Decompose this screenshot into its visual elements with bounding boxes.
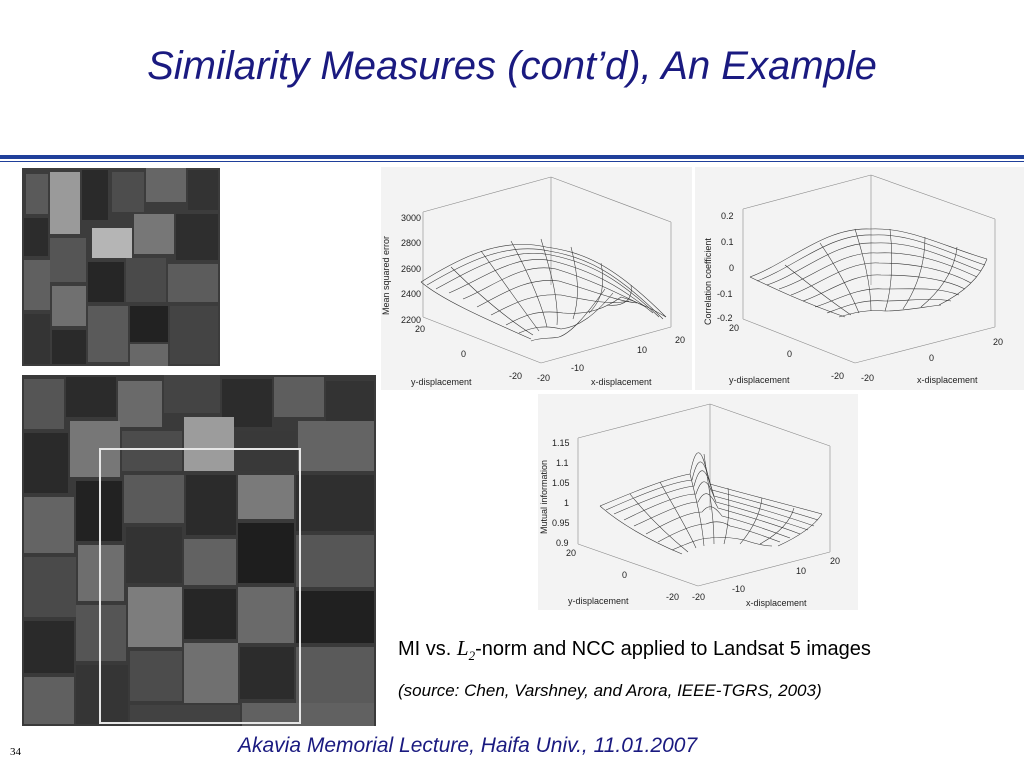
mse-xtick: -10 [571, 363, 584, 373]
ncc-ytick: 20 [729, 323, 739, 333]
ncc-ylabel: y-displacement [729, 375, 790, 385]
mi-xtick: 10 [796, 566, 806, 576]
mse-ytick: 0 [461, 349, 466, 359]
mi-ytick: 0 [622, 570, 627, 580]
ncc-ztick: -0.2 [717, 313, 733, 323]
mi-ztick: 1.05 [552, 478, 570, 488]
mi-ztick: 1 [564, 498, 569, 508]
mi-ztick: 1.15 [552, 438, 570, 448]
mi-ytick: 20 [566, 548, 576, 558]
mi-xtick: -10 [732, 584, 745, 594]
source-citation: (source: Chen, Varshney, and Arora, IEEE… [398, 681, 822, 700]
ncc-xtick: -20 [861, 373, 874, 383]
caption-l2-symbol: L2 [456, 636, 476, 664]
page-number: 34 [10, 746, 21, 758]
ncc-xlabel: x-displacement [917, 375, 978, 385]
mse-ytick: -20 [509, 371, 522, 381]
mi-ytick: -20 [666, 592, 679, 602]
slide-footer: Akavia Memorial Lecture, Haifa Univ., 11… [238, 734, 698, 757]
plot-mean-squared-error: 3000 2800 2600 2400 2200 Mean squared er… [381, 167, 692, 390]
mse-mesh [420, 238, 667, 342]
satellite-image-small [22, 168, 220, 366]
ncc-zlabel: Correlation coefficient [703, 238, 713, 325]
plot-correlation-coefficient: 0.2 0.1 0 -0.1 -0.2 Correlation coeffici… [695, 167, 1024, 390]
mse-xtick: -20 [537, 373, 550, 383]
mse-ztick: 2200 [401, 315, 421, 325]
mi-ztick: 0.9 [556, 538, 569, 548]
ncc-ytick: -20 [831, 371, 844, 381]
mse-xtick: 20 [675, 335, 685, 345]
mse-ytick: 20 [415, 324, 425, 334]
satellite-image-large [22, 375, 376, 726]
mi-xlabel: x-displacement [746, 598, 807, 608]
mse-xlabel: x-displacement [591, 377, 652, 387]
mse-ylabel: y-displacement [411, 377, 472, 387]
plot-mutual-information: 1.15 1.1 1.05 1 0.95 0.9 Mutual informat… [538, 394, 858, 610]
ncc-xtick: 0 [929, 353, 934, 363]
mse-ztick: 2600 [401, 264, 421, 274]
mi-surface-plot: 1.15 1.1 1.05 1 0.95 0.9 Mutual informat… [539, 403, 840, 608]
mi-ztick: 0.95 [552, 518, 570, 528]
figure-caption: MI vs. L2-norm and NCC applied to Landsa… [398, 636, 871, 664]
mi-ztick: 1.1 [556, 458, 569, 468]
mse-xtick: 10 [637, 345, 647, 355]
caption-prefix: MI vs. [398, 638, 457, 660]
ncc-mesh [749, 228, 988, 318]
title-divider-thin [0, 161, 1024, 162]
satellite-small-fields [22, 168, 220, 366]
caption-suffix: -norm and NCC applied to Landsat 5 image… [475, 638, 871, 660]
title-divider-thick [0, 155, 1024, 159]
ncc-ztick: 0 [729, 263, 734, 273]
mi-xtick: -20 [692, 592, 705, 602]
satellite-large-fields [22, 375, 376, 726]
mse-surface-plot: 3000 2800 2600 2400 2200 Mean squared er… [381, 176, 685, 387]
slide-title: Similarity Measures (cont’d), An Example [147, 44, 877, 88]
ncc-ztick: 0.2 [721, 211, 734, 221]
mse-ztick: 2800 [401, 238, 421, 248]
mse-ztick: 3000 [401, 213, 421, 223]
mse-zlabel: Mean squared error [381, 236, 391, 315]
mi-ylabel: y-displacement [568, 596, 629, 606]
mi-xtick: 20 [830, 556, 840, 566]
ncc-ztick: 0.1 [721, 237, 734, 247]
mi-zlabel: Mutual information [539, 460, 549, 534]
ncc-xtick: 20 [993, 337, 1003, 347]
mi-mesh [599, 452, 823, 555]
region-of-interest-box [99, 448, 301, 724]
ncc-ytick: 0 [787, 349, 792, 359]
ncc-surface-plot: 0.2 0.1 0 -0.1 -0.2 Correlation coeffici… [703, 174, 1003, 385]
mse-ztick: 2400 [401, 289, 421, 299]
ncc-ztick: -0.1 [717, 289, 733, 299]
